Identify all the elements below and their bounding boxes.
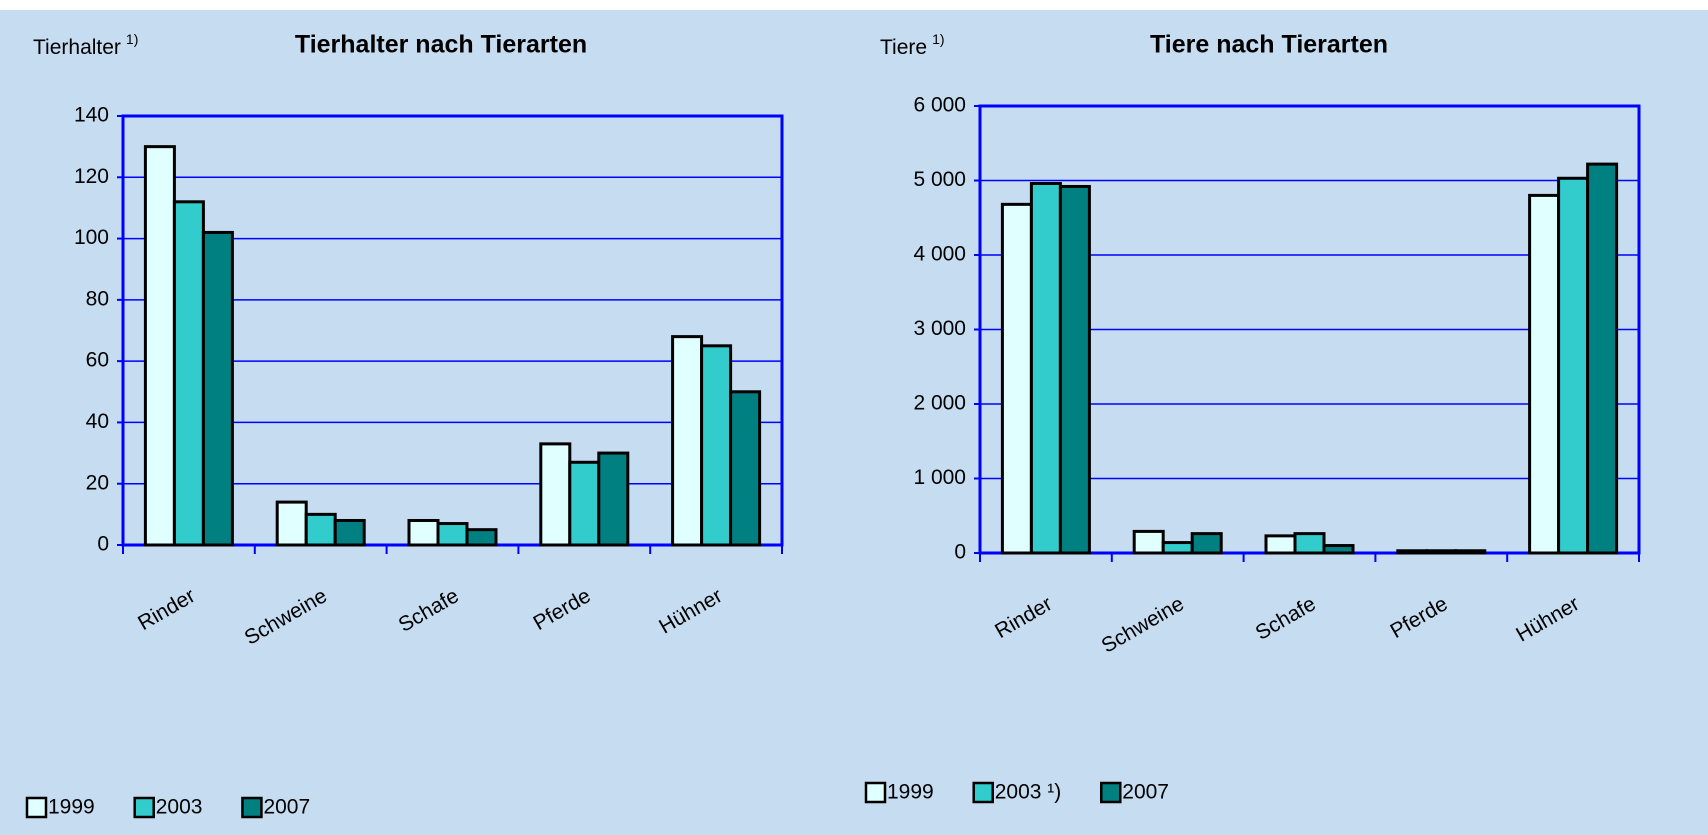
y-axis-label-note: 1): [932, 31, 944, 47]
bar: [1132, 529, 1165, 555]
y-axis-label: Tiere 1): [880, 31, 945, 59]
y-tick-label: 120: [74, 165, 109, 188]
y-tick-label: 5 000: [913, 168, 966, 191]
bar: [436, 522, 469, 547]
legend-swatch: [25, 796, 48, 819]
bar: [729, 390, 762, 547]
bar: [1528, 193, 1561, 555]
bar: [333, 518, 366, 547]
bar: [1425, 549, 1458, 555]
y-tick-label: 3 000: [913, 317, 966, 340]
legend-label: 2007: [263, 796, 310, 819]
y-axis-label-text: Tierhalter: [33, 36, 121, 59]
bar: [1000, 202, 1033, 555]
bar: [671, 335, 704, 547]
bar: [1454, 549, 1487, 555]
bar: [172, 200, 205, 547]
y-tick-label: 40: [86, 410, 109, 433]
y-tick-label: 1 000: [913, 466, 966, 489]
y-tick-label: 60: [86, 349, 109, 372]
bar: [1264, 534, 1297, 555]
legend-label: 2007: [1122, 781, 1169, 804]
y-axis-label-note: 1): [126, 31, 138, 47]
bar: [304, 512, 337, 547]
legend-label: 1999: [887, 781, 934, 804]
bar: [1029, 181, 1062, 555]
bar: [1322, 544, 1355, 555]
bar: [275, 500, 308, 547]
bar: [1396, 549, 1429, 555]
bar: [539, 442, 572, 547]
y-axis-label: Tierhalter 1): [33, 31, 138, 59]
chart-title: Tierhalter nach Tierarten: [295, 31, 587, 59]
y-tick-label: 0: [97, 533, 109, 556]
chart-title: Tiere nach Tierarten: [1150, 31, 1388, 59]
legend-swatch: [972, 781, 994, 804]
legend-label: 2003: [156, 796, 203, 819]
bar: [1293, 532, 1326, 555]
legend-label: 2003 ¹): [995, 781, 1062, 804]
bar: [597, 451, 630, 547]
legend-swatch: [864, 781, 887, 804]
bar: [465, 528, 498, 547]
legend-swatch: [133, 796, 155, 819]
bar: [143, 145, 176, 547]
y-tick-label: 140: [74, 104, 109, 127]
bar: [407, 518, 440, 547]
y-tick-label: 4 000: [913, 243, 966, 266]
bar: [1190, 532, 1223, 555]
bar: [700, 344, 733, 547]
bar: [201, 230, 234, 547]
bar: [1586, 162, 1619, 555]
y-tick-label: 100: [74, 226, 109, 249]
legend-swatch: [1100, 781, 1122, 804]
y-tick-label: 2 000: [913, 392, 966, 415]
y-tick-label: 20: [86, 471, 109, 494]
bar: [1058, 184, 1091, 555]
legend-label: 1999: [48, 796, 95, 819]
bar: [568, 460, 601, 547]
bar: [1161, 541, 1194, 555]
y-tick-label: 6 000: [913, 94, 966, 117]
y-tick-label: 0: [954, 541, 966, 564]
legend-swatch: [241, 796, 263, 819]
y-axis-label-text: Tiere: [880, 36, 927, 59]
bar: [1557, 176, 1590, 555]
y-tick-label: 80: [86, 287, 109, 310]
